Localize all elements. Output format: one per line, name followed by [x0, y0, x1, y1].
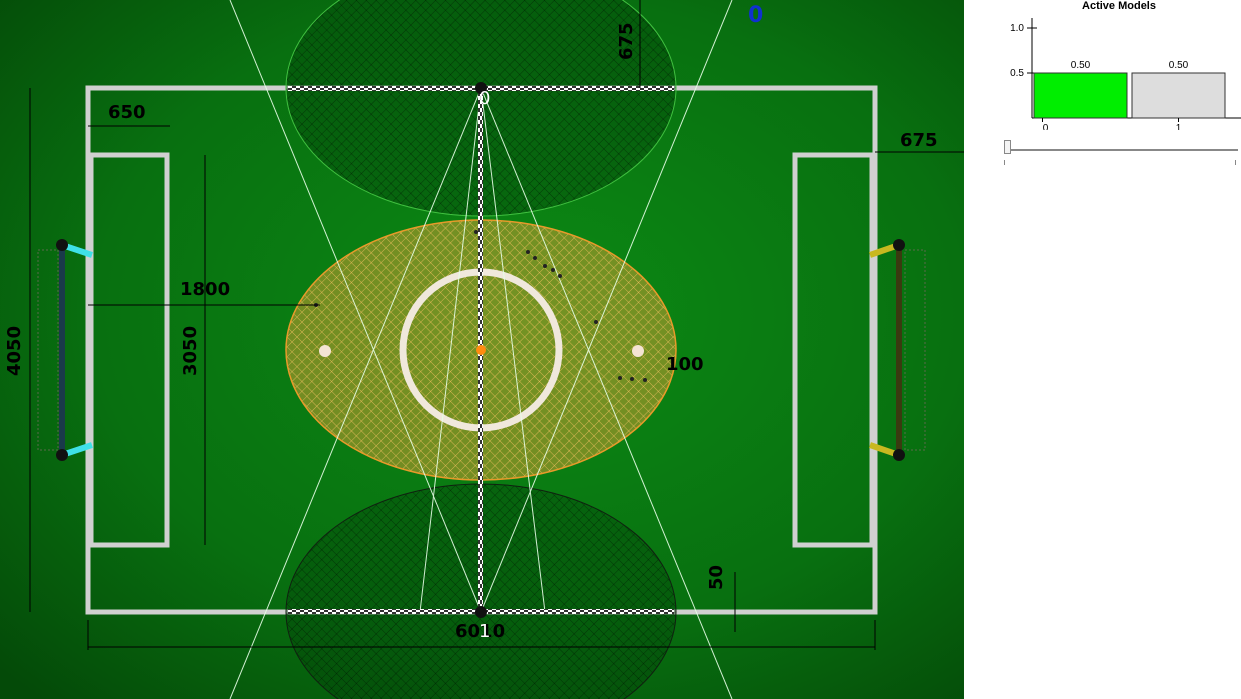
ball — [476, 345, 486, 355]
dim-top-penalty-offset: 675 — [616, 22, 637, 60]
x-tick-label: 0 — [1043, 123, 1049, 130]
dim-field-height: 4050 — [4, 326, 25, 376]
left-penalty-area — [88, 152, 170, 548]
field-of-view-lines — [229, 0, 733, 699]
dim-center-radius: 1800 — [180, 279, 230, 300]
dim-right-goal-offset: 675 — [900, 130, 938, 151]
bar-value-label: 0.50 — [1071, 60, 1091, 71]
dim-left-goal-depth: 650 — [108, 102, 146, 123]
right-goal — [869, 239, 926, 461]
robot-1-label: 1 — [479, 621, 490, 642]
bar-model-1 — [1131, 72, 1226, 119]
model-slider[interactable] — [1004, 140, 1238, 170]
x-tick-label: 1 — [1176, 123, 1182, 130]
left-penalty-spot — [319, 345, 331, 357]
bar-model-0 — [1033, 72, 1128, 119]
dim-spot-distance: 100 — [666, 354, 704, 375]
robot-0-label: 0 — [479, 88, 490, 109]
y-tick-label: 0.5 — [1010, 68, 1024, 79]
chart-title: Active Models — [1082, 0, 1156, 12]
side-panel: Active Models 0.5 1.0 0.50 0 0.50 1 — [964, 0, 1241, 699]
dimension-lines — [29, 0, 964, 650]
left-goal — [37, 239, 93, 461]
dim-field-length: 6010 — [455, 621, 505, 642]
slider-tick-left — [1004, 160, 1005, 165]
slider-handle[interactable] — [1004, 140, 1011, 154]
soccer-field-view[interactable]: 675 650 675 1800 3050 4050 100 50 6010 0… — [0, 0, 964, 699]
slider-track — [1004, 149, 1238, 151]
score-label: 0 — [748, 3, 763, 28]
bar-value-label: 0.50 — [1169, 60, 1189, 71]
right-penalty-spot — [632, 345, 644, 357]
robot-1[interactable]: 1 — [475, 606, 490, 642]
right-penalty-area — [792, 152, 875, 548]
dim-line-width: 50 — [706, 565, 727, 590]
y-tick-label: 1.0 — [1010, 23, 1024, 34]
slider-tick-right — [1235, 160, 1236, 165]
active-models-chart: Active Models 0.5 1.0 0.50 0 0.50 1 — [1010, 0, 1241, 134]
dim-penalty-width: 3050 — [180, 326, 201, 376]
robot-0[interactable]: 0 — [475, 82, 490, 109]
